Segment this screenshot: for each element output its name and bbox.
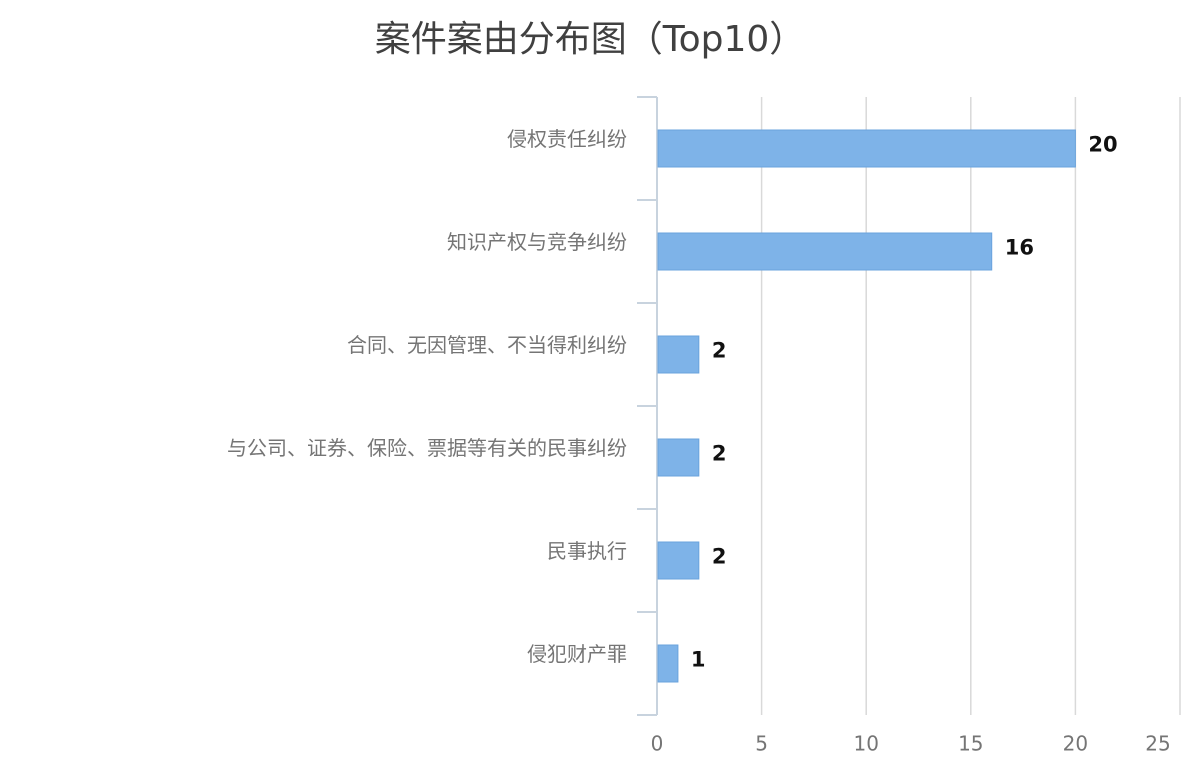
x-tick-label-10: 10	[853, 732, 878, 756]
category-label-3: 与公司、证券、保险、票据等有关的民事纠纷	[227, 436, 627, 460]
x-tick-label-0: 0	[651, 732, 664, 756]
gridlines	[760, 97, 1181, 715]
bar-4	[657, 541, 700, 580]
data-label-2: 2	[712, 339, 727, 363]
category-label-1: 知识产权与竞争纠纷	[447, 230, 627, 254]
data-label-1: 16	[1005, 236, 1034, 260]
bars	[657, 129, 1076, 683]
x-tick-label-25: 25	[1145, 732, 1170, 756]
bar-1	[657, 232, 993, 271]
category-label-2: 合同、无因管理、不当得利纠纷	[347, 333, 627, 357]
data-label-4: 2	[712, 545, 727, 569]
y-axis	[637, 96, 658, 716]
x-tick-label-15: 15	[958, 732, 983, 756]
bar-5	[657, 644, 679, 683]
data-label-0: 20	[1088, 133, 1117, 157]
data-label-5: 1	[691, 648, 706, 672]
category-label-5: 侵犯财产罪	[527, 642, 627, 666]
category-label-4: 民事执行	[547, 539, 627, 563]
chart-title: 案件案由分布图（Top10）	[374, 19, 806, 60]
data-label-3: 2	[712, 442, 727, 466]
x-tick-label-20: 20	[1063, 732, 1088, 756]
category-label-0: 侵权责任纠纷	[507, 127, 627, 151]
x-tick-label-5: 5	[755, 732, 768, 756]
bar-0	[657, 129, 1076, 168]
bar-3	[657, 438, 700, 477]
bar-2	[657, 335, 700, 374]
